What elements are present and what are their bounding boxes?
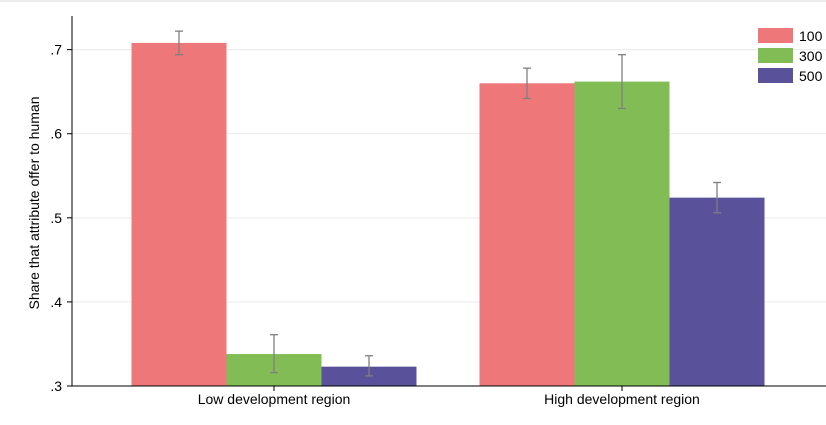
x-category-label: Low development region — [198, 391, 351, 407]
error-bar — [713, 181, 721, 214]
bars — [131, 42, 765, 387]
legend-label: 500 — [799, 68, 823, 84]
x-categories: Low development region High development r… — [198, 386, 700, 407]
y-tick-label: .5 — [50, 210, 62, 226]
legend-label: 300 — [799, 48, 823, 64]
error-bar — [175, 30, 183, 56]
bar — [131, 42, 227, 387]
legend-swatch — [758, 48, 793, 63]
bar — [669, 197, 765, 386]
bar — [479, 83, 575, 386]
axes — [71, 16, 826, 387]
error-bar — [365, 355, 373, 377]
legend-item: 500 — [758, 68, 823, 84]
legend-label: 100 — [799, 28, 823, 44]
error-bar — [270, 334, 278, 374]
y-tick-label: .3 — [50, 378, 62, 394]
y-tick-label: .6 — [50, 126, 62, 142]
x-category-label: High development region — [544, 391, 700, 407]
legend-swatch — [758, 68, 793, 83]
y-tick-label: .4 — [50, 294, 62, 310]
legend-item: 300 — [758, 48, 823, 64]
legend-swatch — [758, 28, 793, 43]
error-bar — [523, 67, 531, 100]
legend: 100 300 500 — [758, 28, 823, 84]
legend-item: 100 — [758, 28, 823, 44]
y-ticks: .3 .4 .5 .6 .7 — [50, 42, 72, 394]
bar — [574, 81, 670, 386]
y-axis-title: Share that attribute offer to human — [26, 97, 42, 310]
error-bars — [175, 30, 721, 377]
error-bar — [618, 54, 626, 110]
y-tick-label: .7 — [50, 42, 62, 58]
